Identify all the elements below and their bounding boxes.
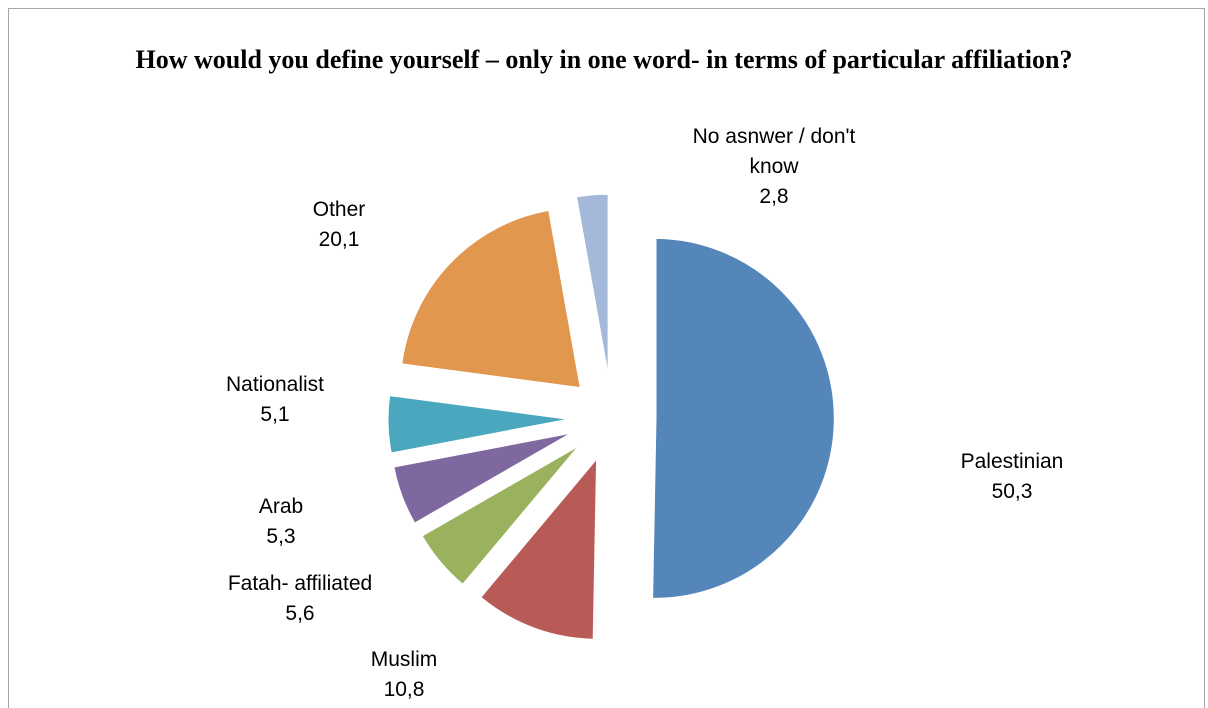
pie-slice-fatah-affiliated [421,445,579,585]
pie-slice-other [401,209,581,389]
pie-slice-arab [393,432,571,524]
pie-slice-muslim [480,457,598,640]
data-label-no-asnwer-don-t-know: No asnwer / don't know 2,8 [693,125,856,208]
pie-slice-no-asnwer-don-t-know [576,193,609,375]
chart-title: How would you define yourself – only in … [135,45,1073,74]
data-label-arab: Arab 5,3 [259,495,303,548]
pie-slice-palestinian [652,237,835,599]
pie-slice-nationalist [387,395,569,454]
data-label-other: Other 20,1 [313,198,366,251]
data-label-fatah-affiliated: Fatah- affiliated 5,6 [228,572,372,625]
data-label-muslim: Muslim 10,8 [371,648,438,701]
data-label-palestinian: Palestinian 50,3 [961,450,1064,503]
data-label-nationalist: Nationalist 5,1 [226,373,324,426]
